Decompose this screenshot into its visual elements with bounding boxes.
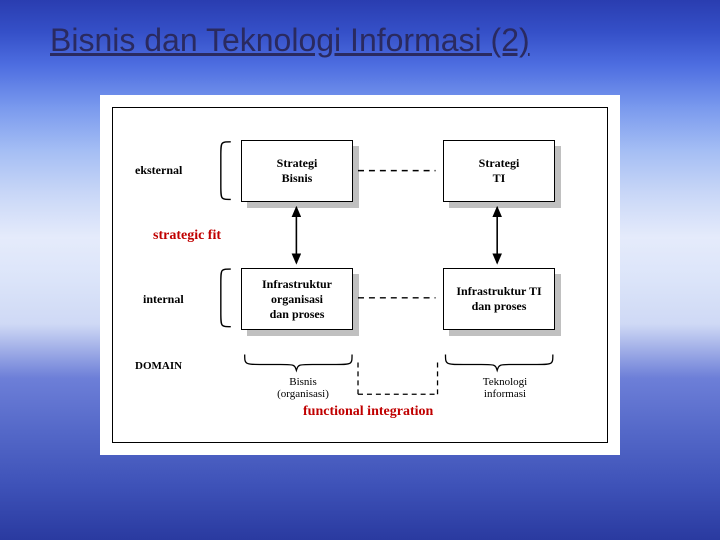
node-label: Infrastrukturorganisasidan proses [262, 277, 332, 322]
node-box: Infrastruktur TIdan proses [443, 268, 555, 330]
diagram-panel: StrategiBisnis StrategiTI Infrastrukturo… [100, 95, 620, 455]
node-label: Infrastruktur TIdan proses [456, 284, 541, 314]
node-box: StrategiTI [443, 140, 555, 202]
label-strategic-fit: strategic fit [153, 228, 221, 244]
slide-title: Bisnis dan Teknologi Informasi (2) [50, 22, 530, 59]
node-box: StrategiBisnis [241, 140, 353, 202]
node-label: StrategiBisnis [277, 156, 318, 186]
node-infra-org: Infrastrukturorganisasidan proses [241, 268, 353, 330]
label-eksternal: eksternal [135, 163, 182, 178]
label-col-ti: Teknologiinformasi [465, 376, 545, 400]
label-col-bisnis: Bisnis(organisasi) [263, 376, 343, 400]
node-strategi-ti: StrategiTI [443, 140, 555, 202]
node-label: StrategiTI [479, 156, 520, 186]
label-functional-integration: functional integration [303, 404, 433, 420]
diagram-frame: StrategiBisnis StrategiTI Infrastrukturo… [112, 107, 608, 443]
node-box: Infrastrukturorganisasidan proses [241, 268, 353, 330]
label-domain: DOMAIN [135, 360, 182, 372]
label-internal: internal [143, 292, 184, 307]
node-strategi-bisnis: StrategiBisnis [241, 140, 353, 202]
node-infra-ti: Infrastruktur TIdan proses [443, 268, 555, 330]
